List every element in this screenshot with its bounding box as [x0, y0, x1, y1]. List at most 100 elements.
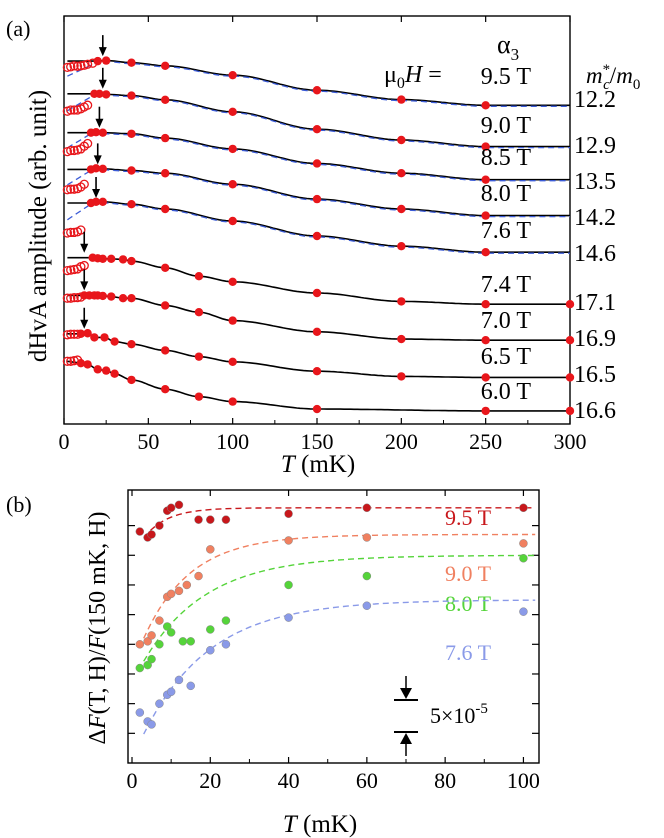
- open-point: [76, 61, 86, 71]
- series-point: [174, 586, 184, 596]
- open-point: [82, 59, 93, 69]
- mass-value: 17.1: [574, 290, 616, 316]
- mass-header-m: m: [586, 63, 603, 88]
- series-label: 9.5 T: [445, 505, 492, 530]
- filled-point: [101, 366, 111, 375]
- filled-point: [312, 194, 322, 204]
- filled-point: [397, 242, 406, 251]
- filled-point: [161, 204, 170, 214]
- series-point: [166, 687, 176, 697]
- filled-point: [91, 164, 101, 173]
- series-point: [147, 530, 156, 539]
- series-label: 9.0 T: [445, 561, 492, 586]
- series-point: [221, 640, 231, 649]
- filled-point: [118, 255, 128, 264]
- panel-a-curves: 9.5 T12.29.0 T12.98.5 T13.58.0 T14.27.6 …: [62, 35, 616, 424]
- series-point: [519, 554, 528, 563]
- series-point: [155, 699, 164, 708]
- filled-point: [161, 346, 170, 355]
- filled-point: [481, 211, 490, 220]
- series-point: [162, 622, 172, 631]
- field-mu-sub: 0: [397, 75, 405, 92]
- b-x-tick-label: 100: [507, 768, 540, 793]
- series-point: [519, 539, 528, 548]
- b-x-tick-label: 40: [278, 768, 300, 793]
- series-point: [166, 628, 176, 637]
- open-point: [69, 145, 79, 156]
- open-point: [79, 179, 89, 189]
- series-group: 7.6 T: [135, 599, 536, 735]
- y-slash: /: [85, 649, 111, 656]
- series-point: [362, 571, 372, 581]
- filled-point: [76, 329, 86, 338]
- panel-a-x-axis: 0 50 100 150 200 250 300: [59, 16, 587, 454]
- open-point: [62, 185, 73, 195]
- panel-b-y-axis-label: ΔF(T, H)/F(150 mK, H): [85, 512, 111, 745]
- filled-point: [127, 129, 136, 138]
- filled-point: [107, 254, 116, 264]
- filled-point: [397, 135, 406, 145]
- filled-point: [127, 58, 136, 67]
- filled-point: [161, 61, 170, 70]
- scale-bar-label: 5×10-5: [430, 701, 488, 728]
- dhva-curve-group: 6.0 T 16.6: [62, 355, 616, 424]
- open-point: [62, 293, 73, 303]
- field-label: 7.6 T: [481, 218, 532, 244]
- open-point: [62, 330, 73, 340]
- open-point: [66, 265, 76, 275]
- filled-point: [161, 301, 170, 310]
- filled-point: [312, 288, 322, 298]
- series-point: [135, 527, 145, 536]
- filled-point: [161, 95, 170, 105]
- panel-b-x-unit: (mK): [303, 811, 357, 838]
- transition-arrowhead: [80, 243, 89, 253]
- series-point: [186, 681, 195, 691]
- filled-point: [228, 357, 237, 367]
- open-point: [69, 61, 79, 71]
- filled-point: [228, 144, 237, 154]
- series-point: [362, 533, 372, 542]
- filled-point: [565, 406, 575, 416]
- dhva-curve-group: 7.6 T 14.6: [62, 177, 616, 267]
- filled-point: [107, 292, 116, 301]
- field-prefix-label: μ0H =: [384, 62, 448, 92]
- mass-value: 16.6: [574, 398, 616, 424]
- panel-b-label: (b): [6, 492, 32, 517]
- filled-point: [76, 358, 86, 368]
- field-label: 8.5 T: [481, 145, 532, 171]
- a-x-tick-label: 150: [301, 429, 334, 454]
- branch-label: α3: [497, 30, 519, 64]
- open-point: [69, 292, 79, 303]
- dhva-curve-group: 9.5 T 12.2: [62, 35, 616, 113]
- field-label: 6.5 T: [481, 344, 532, 370]
- scale-mantissa: 5×10: [430, 703, 475, 728]
- filled-point: [565, 336, 575, 345]
- panel-b-x-var: T: [283, 811, 299, 838]
- filled-point: [312, 367, 322, 376]
- filled-point: [194, 308, 204, 317]
- filled-point: [95, 89, 104, 99]
- mass-header-m0: m: [616, 63, 633, 88]
- filled-point: [101, 56, 111, 65]
- b-x-tick-label: 20: [199, 768, 221, 793]
- open-point: [66, 356, 76, 366]
- filled-point: [228, 107, 237, 117]
- series-fit-curve: [143, 554, 536, 662]
- panel-a-label: (a): [6, 16, 30, 41]
- series-point: [284, 580, 293, 590]
- field-var: H: [404, 62, 424, 88]
- field-label: 7.0 T: [481, 308, 532, 334]
- filled-point: [127, 339, 136, 349]
- filled-point: [312, 125, 322, 134]
- filled-point: [481, 373, 490, 382]
- filled-point: [228, 216, 237, 226]
- filled-point: [312, 327, 322, 336]
- series-point: [362, 503, 372, 513]
- open-point: [66, 293, 76, 303]
- filled-point: [93, 56, 102, 66]
- field-label: 9.5 T: [481, 64, 532, 90]
- filled-point: [161, 169, 170, 178]
- series-group: 8.0 T: [135, 554, 536, 673]
- series-point: [221, 616, 231, 625]
- open-point: [69, 105, 79, 115]
